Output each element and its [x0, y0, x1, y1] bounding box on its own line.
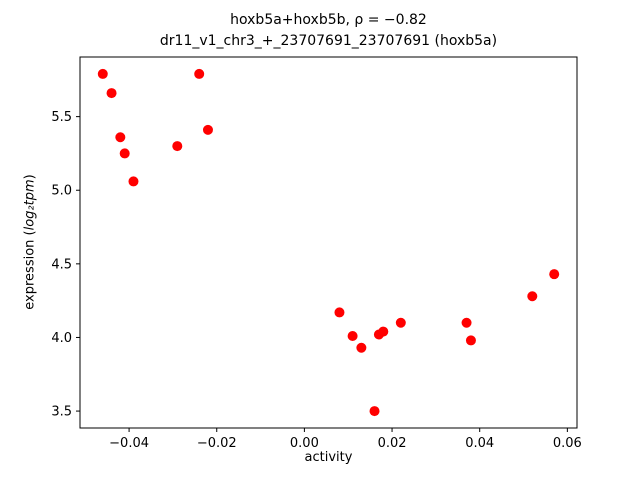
x-tick-label: 0.00	[290, 436, 319, 451]
y-axis-label-prefix: expression (	[22, 230, 38, 310]
x-tick-label: 0.06	[553, 436, 582, 451]
scatter-point	[194, 68, 205, 79]
x-axis-label: activity	[304, 450, 353, 465]
scatter-point	[461, 317, 472, 328]
scatter-point	[128, 176, 139, 187]
scatter-point	[172, 141, 183, 152]
scatter-point	[334, 307, 345, 318]
y-tick-label: 5.5	[51, 110, 72, 125]
y-tick-label: 3.5	[51, 405, 72, 420]
chart-title: hoxb5a+hoxb5b, ρ = −0.82	[230, 12, 427, 28]
y-axis-label: expression (log₂tpm)	[23, 174, 38, 309]
scatter-point	[378, 326, 389, 337]
scatter-point	[202, 124, 213, 135]
scatter-point	[369, 406, 380, 417]
scatter-point	[549, 269, 560, 280]
scatter-point	[119, 148, 130, 159]
scatter-point	[356, 342, 367, 353]
scatter-point	[115, 132, 126, 143]
scatter-point	[97, 68, 108, 79]
scatter-point	[106, 88, 117, 99]
y-axis-label-suffix: )	[22, 174, 38, 180]
scatter-point	[347, 330, 358, 341]
x-tick-label: 0.02	[378, 436, 407, 451]
x-tick-label: 0.04	[465, 436, 494, 451]
x-tick-label: −0.02	[197, 436, 237, 451]
axes-frame	[79, 56, 578, 429]
chart-title-block: hoxb5a+hoxb5b, ρ = −0.82 dr11_v1_chr3_+_…	[80, 10, 577, 52]
y-axis-label-math: log₂tpm	[22, 179, 38, 231]
scatter-point	[395, 317, 406, 328]
x-tick-label: −0.04	[109, 436, 149, 451]
scatter-point	[465, 335, 476, 346]
y-tick-label: 4.5	[51, 257, 72, 272]
scatter-point	[527, 291, 538, 302]
chart-subtitle: dr11_v1_chr3_+_23707691_23707691 (hoxb5a…	[159, 33, 498, 49]
y-tick-label: 4.0	[51, 331, 72, 346]
y-tick-label: 5.0	[51, 184, 72, 199]
